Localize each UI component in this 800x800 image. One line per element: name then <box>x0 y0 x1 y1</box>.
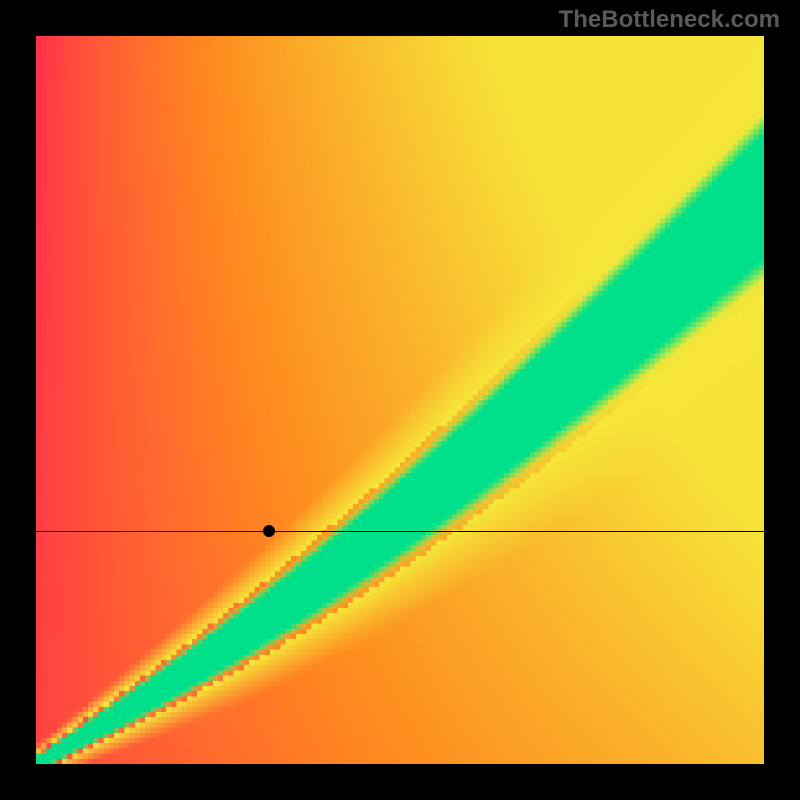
crosshair-horizontal <box>36 531 764 532</box>
heatmap-canvas <box>36 36 764 764</box>
crosshair-marker <box>263 525 275 537</box>
plot-area <box>36 36 764 764</box>
watermark-text: TheBottleneck.com <box>559 6 780 34</box>
